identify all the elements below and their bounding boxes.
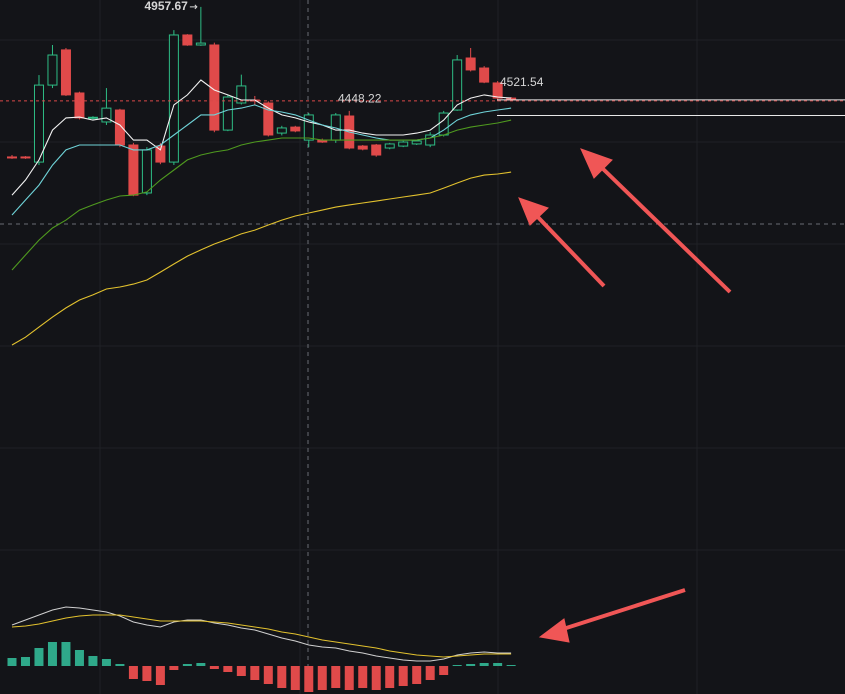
macd-bar (74, 650, 84, 666)
candle-body (411, 140, 422, 145)
macd-bar (506, 665, 516, 666)
high-pointer (189, 4, 198, 10)
candle-body (371, 144, 382, 156)
candle-body (101, 107, 112, 123)
macd-bar (155, 666, 165, 685)
price-label: 4448.22 (338, 92, 382, 106)
candle-body (263, 102, 274, 136)
candle-body (7, 156, 17, 159)
macd-bar (236, 666, 246, 676)
candle-body (465, 57, 476, 71)
candle-body (128, 144, 139, 196)
macd-bar (169, 666, 179, 670)
ma-line (11, 119, 512, 271)
macd-bar (344, 666, 354, 690)
arrow (559, 588, 686, 632)
macd-bar (317, 666, 327, 690)
candle-body (276, 127, 287, 134)
macd-bar (371, 666, 381, 690)
macd-bar (466, 664, 476, 666)
candle-body (74, 92, 85, 119)
candle-body (398, 141, 409, 147)
macd-bar (452, 665, 462, 666)
candle-body (87, 116, 98, 119)
macd-bar (425, 666, 435, 680)
arrow (532, 211, 606, 288)
macd-bar (47, 642, 57, 666)
macd-bar (61, 642, 71, 666)
macd-bar (331, 666, 341, 688)
ma-line (11, 104, 512, 216)
candle-body (290, 126, 301, 132)
macd-bar (128, 666, 138, 679)
candle-body (182, 34, 193, 46)
candle-body (195, 42, 206, 46)
candle-body (236, 85, 247, 104)
macd-bar (142, 666, 152, 681)
price-label: 4521.54 (500, 75, 544, 89)
ma-line (11, 79, 512, 196)
macd-bar (101, 659, 111, 666)
macd-bar (358, 666, 368, 688)
macd-bar (115, 664, 125, 666)
candle-body (492, 82, 503, 99)
candle-body (384, 143, 395, 149)
macd-bar (196, 663, 206, 666)
macd-bar (398, 666, 408, 686)
macd-bar (290, 666, 300, 690)
arrow (598, 164, 732, 294)
candle-body (47, 54, 58, 86)
ma-line (11, 171, 512, 346)
macd-bar (20, 657, 30, 666)
macd-bar (209, 666, 219, 669)
arrows (518, 148, 732, 643)
macd-bar (385, 666, 395, 688)
candle-body (209, 44, 220, 131)
candle-body (168, 34, 179, 163)
macd-bar (412, 666, 422, 684)
candle-body (357, 145, 368, 150)
macd-bar (223, 666, 233, 672)
macd-bar (493, 663, 503, 666)
macd-bar (277, 666, 287, 688)
macd-bar (88, 656, 98, 666)
macd-bar (263, 666, 273, 684)
macd-bar (304, 666, 314, 692)
macd-bar (7, 658, 17, 666)
ma-line (11, 614, 512, 658)
arrow-head (580, 148, 613, 179)
macd-bar (250, 666, 260, 680)
arrow-head (538, 618, 570, 643)
candle-body (452, 59, 463, 111)
candle-body (222, 96, 233, 131)
macd-bar (479, 663, 489, 666)
candle-body (20, 156, 31, 159)
macd-bar (439, 666, 449, 675)
candle-body (114, 109, 125, 146)
candle-body (479, 67, 490, 83)
candle-body (425, 134, 436, 146)
arrow-head (518, 197, 549, 226)
candle-body (33, 84, 44, 163)
candle-body (141, 149, 152, 194)
ma-line (11, 606, 512, 662)
candle-body (60, 49, 71, 96)
macd-bar (34, 648, 44, 666)
macd-bar (182, 664, 192, 666)
candle-body (155, 145, 166, 163)
candle-body (303, 114, 314, 141)
high-label: 4957.67 (144, 0, 188, 13)
